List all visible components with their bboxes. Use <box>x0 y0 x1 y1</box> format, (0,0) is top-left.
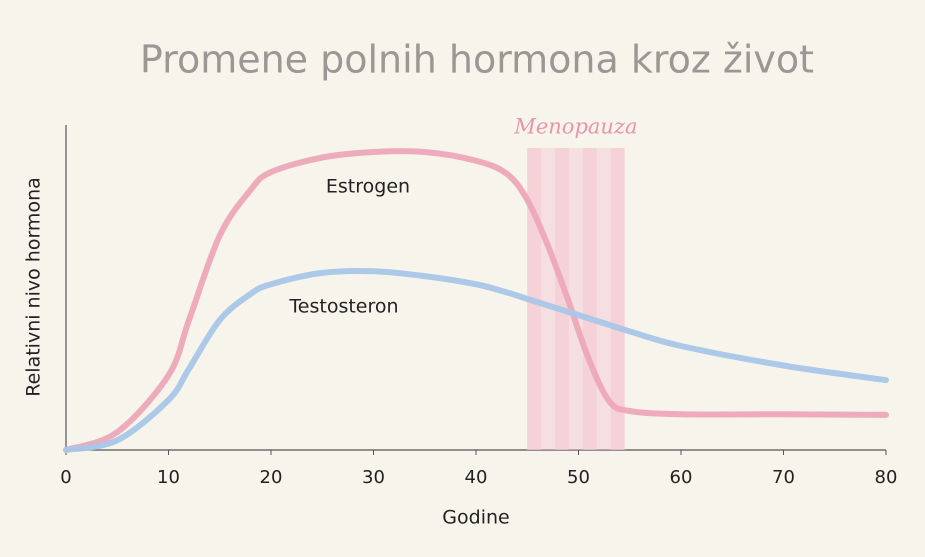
x-tick-label: 20 <box>260 467 283 488</box>
x-tick-label: 40 <box>465 467 488 488</box>
band-stripe <box>610 148 625 450</box>
x-tick-label: 0 <box>60 467 71 488</box>
x-tick-label: 50 <box>567 467 590 488</box>
band-stripe <box>582 148 597 450</box>
x-axis-label: Godine <box>442 507 509 529</box>
x-tick-label: 60 <box>670 467 693 488</box>
series-line <box>63 267 889 453</box>
chart-title: Promene polnih hormona kroz život <box>140 38 814 82</box>
series-label: Estrogen <box>326 176 410 198</box>
y-axis-label: Relativni nivo hormona <box>23 177 45 396</box>
x-tick-label: 30 <box>362 467 385 488</box>
x-tick-label: 80 <box>875 467 898 488</box>
x-tick-label: 10 <box>157 467 180 488</box>
series-line <box>63 148 889 453</box>
band-annotation: Menopauza <box>513 115 637 139</box>
series-label: Testosteron <box>288 296 398 318</box>
x-tick-label: 70 <box>772 467 795 488</box>
band-stripe <box>555 148 569 450</box>
